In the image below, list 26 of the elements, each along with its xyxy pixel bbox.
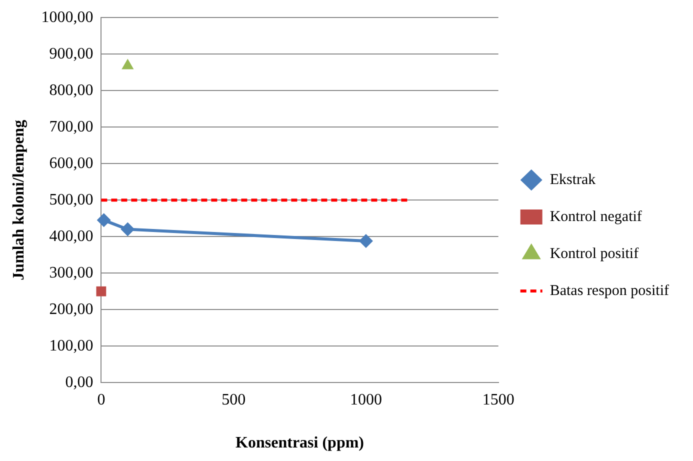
- y-tick-label: 1000,00: [41, 8, 94, 26]
- y-tick-label: 500,00: [49, 191, 94, 208]
- legend-label: Kontrol positif: [550, 246, 639, 262]
- x-tick-label: 500: [222, 391, 246, 408]
- legend-label: Ekstrak: [550, 172, 596, 188]
- y-axis-title: Jumlah koloni/lempeng: [10, 120, 28, 280]
- y-tick-label: 400,00: [49, 228, 94, 245]
- y-tick-label: 0,00: [65, 374, 94, 391]
- legend-label: Batas respon positif: [550, 282, 670, 299]
- point: [96, 286, 106, 296]
- y-tick-label: 300,00: [49, 264, 94, 282]
- y-tick-label: 800,00: [49, 82, 94, 99]
- y-tick-label: 900,00: [49, 45, 94, 62]
- y-tick-label: 600,00: [49, 154, 94, 172]
- x-tick-label: 1500: [482, 391, 514, 408]
- y-tick-label: 200,00: [49, 300, 94, 318]
- y-tick-label: 700,00: [49, 118, 94, 136]
- x-axis-title: Konsentrasi (ppm): [236, 434, 364, 452]
- x-tick-label: 1000: [350, 391, 382, 408]
- point: [122, 58, 134, 70]
- y-tick-label: 100,00: [49, 337, 94, 354]
- x-tick-label: 0: [97, 391, 106, 408]
- point: [96, 213, 111, 228]
- point: [358, 234, 373, 248]
- point: [120, 222, 135, 236]
- legend-label: Kontrol negatif: [550, 208, 642, 225]
